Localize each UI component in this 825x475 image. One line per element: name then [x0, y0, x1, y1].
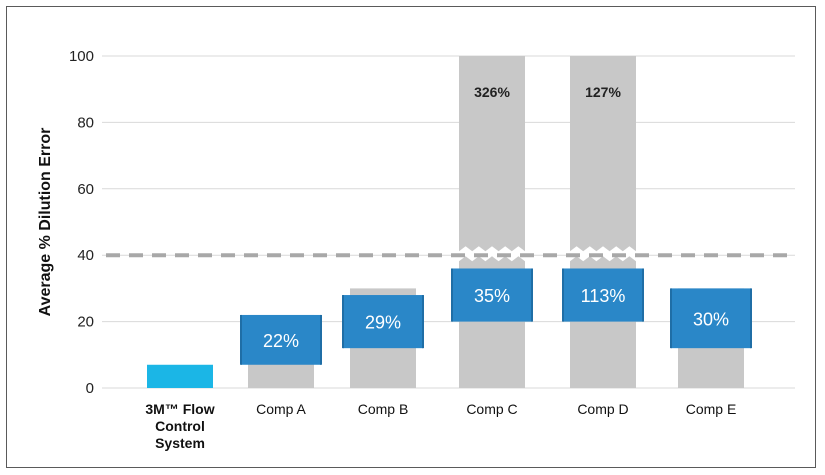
- y-tick-label: 60: [77, 181, 94, 198]
- error-box-label: 29%: [365, 313, 401, 333]
- category-label: Control: [155, 418, 205, 434]
- bar: [147, 364, 213, 388]
- error-box: [343, 295, 423, 349]
- category-label: System: [155, 435, 205, 451]
- category-label: 3M™ Flow: [145, 401, 214, 417]
- y-tick-label: 80: [77, 114, 94, 131]
- error-box-label: 30%: [693, 309, 729, 329]
- bar-top-label: 127%: [585, 84, 621, 100]
- error-box-label: 113%: [581, 286, 626, 306]
- category-label: Comp A: [256, 401, 306, 417]
- y-tick-label: 40: [77, 247, 94, 264]
- error-box-label: 22%: [263, 331, 299, 351]
- y-tick-label: 0: [86, 380, 94, 397]
- y-tick-label: 100: [69, 48, 94, 65]
- category-label: Comp E: [686, 401, 737, 417]
- y-tick-label: 20: [77, 314, 94, 331]
- bar-top-label: 326%: [474, 84, 510, 100]
- error-box: [671, 288, 751, 349]
- error-box-label: 35%: [474, 286, 510, 306]
- bar: [570, 56, 636, 388]
- category-label: Comp D: [577, 401, 628, 417]
- chart-frame: [6, 6, 816, 468]
- bar: [459, 56, 525, 388]
- category-label: Comp C: [466, 401, 517, 417]
- error-box: [241, 314, 321, 365]
- error-box: [563, 268, 643, 322]
- category-label: Comp B: [358, 401, 409, 417]
- bar-break-mark: [459, 246, 525, 262]
- y-axis-label: Average % Dilution Error: [37, 128, 54, 317]
- error-box: [452, 268, 532, 322]
